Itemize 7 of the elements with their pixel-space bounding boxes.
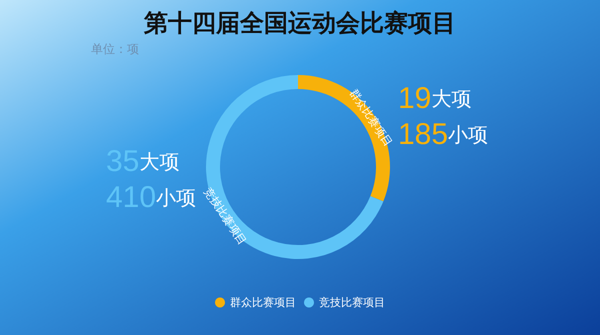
chart-subtitle: 单位：项	[91, 42, 139, 56]
chart-title: 第十四届全国运动会比赛项目	[143, 9, 456, 37]
legend-label: 群众比赛项目	[230, 296, 296, 309]
data-label: 19大项 185小项	[398, 82, 488, 152]
slice-label: 竞技比赛项目	[201, 185, 249, 248]
slice-label: 群众比赛项目	[347, 86, 395, 149]
legend-label: 竞技比赛项目	[319, 296, 385, 309]
